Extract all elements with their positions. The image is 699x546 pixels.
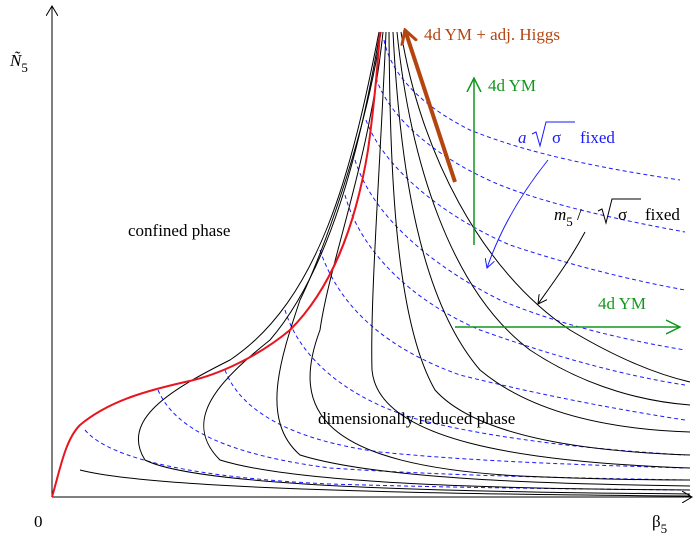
- dashed-curve-5: [344, 194, 686, 386]
- solid-curve-7: [276, 31, 691, 487]
- solid-curve-5: [371, 31, 691, 469]
- higgs-label: 4d YM + adj. Higgs: [424, 25, 560, 44]
- dashed-curve-8: [224, 369, 686, 469]
- solid-curve-4: [388, 31, 691, 456]
- a-sigma-label: a σ fixed: [518, 121, 615, 148]
- reduced-phase-label: dimensionally reduced phase: [318, 409, 515, 428]
- svg-text:fixed: fixed: [645, 205, 680, 224]
- svg-text:a: a: [518, 128, 527, 147]
- y-axis-label: Ñ5: [9, 51, 28, 75]
- ym-vertical-label: 4d YM: [488, 76, 536, 95]
- svg-text:σ: σ: [618, 205, 627, 224]
- ym-horizontal-label: 4d YM: [598, 294, 646, 313]
- dashed-curve-1: [383, 39, 681, 181]
- x-axis-label: β5: [652, 512, 667, 536]
- solid-curve-9: [138, 31, 691, 495]
- dashed-curve-7: [284, 309, 686, 456]
- phase-boundary-curve: [51, 31, 381, 498]
- dashed-curve-2: [375, 77, 686, 233]
- higgs-arrow: [405, 30, 457, 183]
- solid-curve-2: [396, 31, 691, 406]
- solid-curve-10: [79, 469, 691, 497]
- dashed-curve-4: [354, 159, 686, 351]
- svg-text:σ: σ: [552, 128, 561, 147]
- a-sigma-pointer: [487, 159, 549, 268]
- confined-phase-label: confined phase: [128, 221, 230, 240]
- solid-curve-1: [400, 31, 691, 383]
- svg-text:fixed: fixed: [580, 128, 615, 147]
- dashed-curve-10: [84, 429, 686, 491]
- solid-curve-8: [203, 31, 691, 491]
- solid-curve-6: [309, 31, 691, 481]
- origin-label: 0: [34, 512, 43, 531]
- solid-curve-3: [392, 31, 691, 433]
- dashed-curve-6: [319, 249, 686, 421]
- m5-sigma-pointer: [538, 231, 586, 304]
- svg-text:m5 /: m5 /: [554, 205, 582, 229]
- dashed-curve-9: [157, 389, 686, 481]
- m5-sigma-label: m5 / σ fixed: [554, 198, 680, 229]
- solid-curves: [79, 31, 691, 497]
